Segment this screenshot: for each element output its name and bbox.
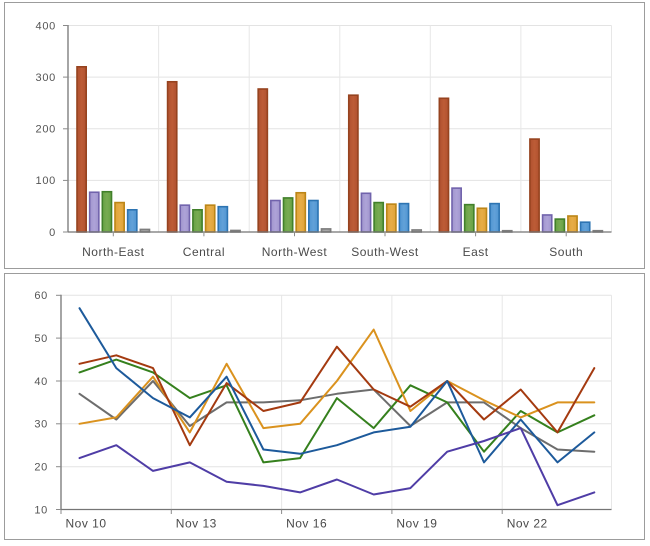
svg-text:North-East: North-East — [82, 245, 145, 259]
svg-text:Nov 10: Nov 10 — [66, 517, 107, 531]
svg-text:60: 60 — [34, 290, 48, 302]
svg-text:20: 20 — [34, 462, 48, 474]
svg-text:400: 400 — [36, 20, 56, 32]
svg-text:0: 0 — [49, 227, 56, 239]
svg-text:100: 100 — [36, 175, 56, 187]
svg-text:South: South — [549, 245, 583, 259]
svg-text:300: 300 — [36, 72, 56, 84]
svg-text:East: East — [463, 245, 489, 259]
svg-text:50: 50 — [34, 333, 48, 345]
svg-text:Nov 16: Nov 16 — [286, 517, 327, 531]
svg-text:Central: Central — [183, 245, 225, 259]
svg-text:10: 10 — [34, 504, 48, 516]
svg-text:40: 40 — [34, 376, 48, 388]
svg-text:South-West: South-West — [351, 245, 419, 259]
svg-text:North-West: North-West — [262, 245, 328, 259]
svg-text:Nov 22: Nov 22 — [507, 517, 548, 531]
svg-text:Nov 13: Nov 13 — [176, 517, 217, 531]
svg-text:200: 200 — [36, 124, 56, 136]
svg-text:30: 30 — [34, 419, 48, 431]
svg-text:Nov 19: Nov 19 — [396, 517, 437, 531]
